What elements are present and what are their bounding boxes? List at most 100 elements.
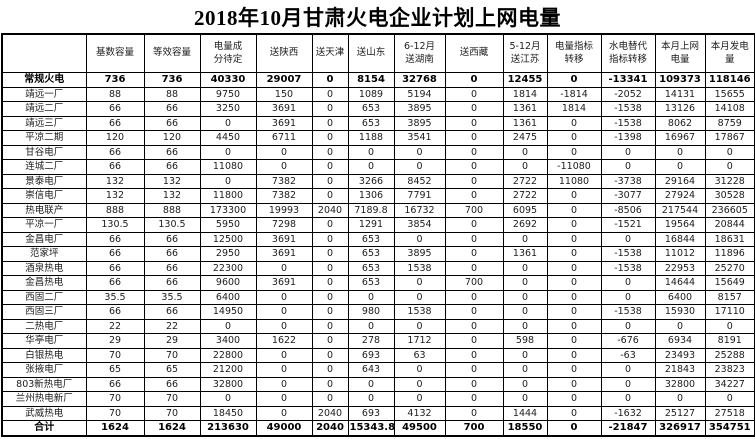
cell: 109373: [654, 72, 706, 88]
cell: 0: [546, 188, 602, 204]
cell: 0: [444, 86, 504, 102]
cell: 66: [85, 260, 145, 276]
row-label: 兰州热电新厂: [1, 391, 87, 407]
cell: 980: [347, 304, 395, 320]
cell: 700: [444, 202, 504, 218]
cell: 22800: [199, 347, 257, 363]
cell: 19993: [255, 202, 313, 218]
cell: 0: [502, 144, 548, 160]
cell: 0: [654, 391, 706, 407]
cell: 1361: [502, 101, 548, 117]
cell: 27924: [654, 188, 706, 204]
cell: 29007: [255, 72, 313, 88]
row-label: 靖远三厂: [1, 115, 87, 131]
cell: 35.5: [85, 289, 145, 305]
cell: 0: [444, 188, 504, 204]
cell: 653: [347, 115, 395, 131]
cell: 0: [546, 333, 602, 349]
row-label: 酒泉热电: [1, 260, 87, 276]
cell: 0: [393, 376, 446, 392]
cell: 0: [600, 231, 656, 247]
row-label: 连城二厂: [1, 159, 87, 175]
cell: 19564: [654, 217, 706, 233]
cell: 20844: [704, 217, 755, 233]
cell: 0: [444, 217, 504, 233]
cell: 1538: [393, 304, 446, 320]
cell: 0: [199, 318, 257, 334]
cell: 32800: [199, 376, 257, 392]
cell: 63: [393, 347, 446, 363]
cell: 4450: [199, 130, 257, 146]
cell: 0: [502, 275, 548, 291]
column-header: 电量指标 转移: [546, 33, 602, 73]
cell: 0: [704, 391, 755, 407]
table-row: 西固二厂 35.5 35.5 6400 0 0 0 0 0 0 0 0 6400 8157: [1, 289, 755, 305]
cell: 1814: [502, 86, 548, 102]
cell: 12500: [199, 231, 257, 247]
cell: 49000: [255, 420, 313, 436]
cell: 0: [255, 144, 313, 160]
cell: 8157: [704, 289, 755, 305]
table-row: 西固三厂 66 66 14950 0 0 980 1538 0 0 0 -1538 15930 17110: [1, 304, 755, 320]
cell: 0: [311, 333, 349, 349]
cell: 0: [502, 347, 548, 363]
cell: 0: [654, 144, 706, 160]
cell: 278: [347, 333, 395, 349]
cell: 0: [444, 130, 504, 146]
cell: 217544: [654, 202, 706, 218]
cell: -13341: [600, 72, 656, 88]
cell: 120: [143, 130, 201, 146]
cell: 7382: [255, 188, 313, 204]
cell: 0: [311, 159, 349, 175]
cell: 0: [546, 304, 602, 320]
cell: 653: [347, 231, 395, 247]
cell: 5194: [393, 86, 446, 102]
row-label: 靖远一厂: [1, 86, 87, 102]
cell: 17110: [704, 304, 755, 320]
table-row: 靖远三厂 66 66 0 3691 0 653 3895 0 1361 0 -1538 8062 8759: [1, 115, 755, 131]
cell: 70: [85, 347, 145, 363]
cell: 653: [347, 260, 395, 276]
cell: 1814: [546, 101, 602, 117]
cell: 0: [255, 318, 313, 334]
cell: 0: [311, 347, 349, 363]
cell: 12455: [502, 72, 548, 88]
cell: 15930: [654, 304, 706, 320]
cell: -3738: [600, 173, 656, 189]
cell: 0: [311, 318, 349, 334]
cell: 6934: [654, 333, 706, 349]
table-row: 平凉一厂 130.5 130.5 5950 7298 0 1291 3854 0 2692 0 -15…: [1, 217, 755, 233]
cell: -1814: [546, 86, 602, 102]
row-label: 金昌电厂: [1, 231, 87, 247]
cell: 2475: [502, 130, 548, 146]
cell: 653: [347, 246, 395, 262]
cell: 14950: [199, 304, 257, 320]
column-header: 本月发电 量: [704, 33, 755, 73]
cell: 0: [502, 376, 548, 392]
cell: 5950: [199, 217, 257, 233]
cell: 0: [347, 391, 395, 407]
cell: -1632: [600, 405, 656, 421]
cell: 15649: [704, 275, 755, 291]
cell: 0: [502, 289, 548, 305]
cell: 7791: [393, 188, 446, 204]
table-row: 连城二厂 66 66 11080 0 0 0 0 0 0 -11080 0 0 0: [1, 159, 755, 175]
cell: 22953: [654, 260, 706, 276]
cell: 65: [143, 362, 201, 378]
cell: 0: [546, 347, 602, 363]
cell: 2722: [502, 173, 548, 189]
table-row: 范家坪 66 66 2950 3691 0 653 3895 0 1361 0 -1538 11012 1…: [1, 246, 755, 262]
cell: -1538: [600, 260, 656, 276]
cell: 3250: [199, 101, 257, 117]
cell: 0: [444, 318, 504, 334]
column-header: 5-12月 送江苏: [502, 33, 548, 73]
cell: 0: [502, 362, 548, 378]
cell: 70: [143, 405, 201, 421]
cell: 132: [143, 188, 201, 204]
cell: 0: [311, 217, 349, 233]
cell: 132: [85, 173, 145, 189]
cell: 0: [311, 231, 349, 247]
table-row: 常规火电 736 736 40330 29007 0 8154 32768 0 12455 0 -13…: [1, 72, 755, 88]
row-label: 金昌热电: [1, 275, 87, 291]
cell: 1624: [85, 420, 145, 436]
